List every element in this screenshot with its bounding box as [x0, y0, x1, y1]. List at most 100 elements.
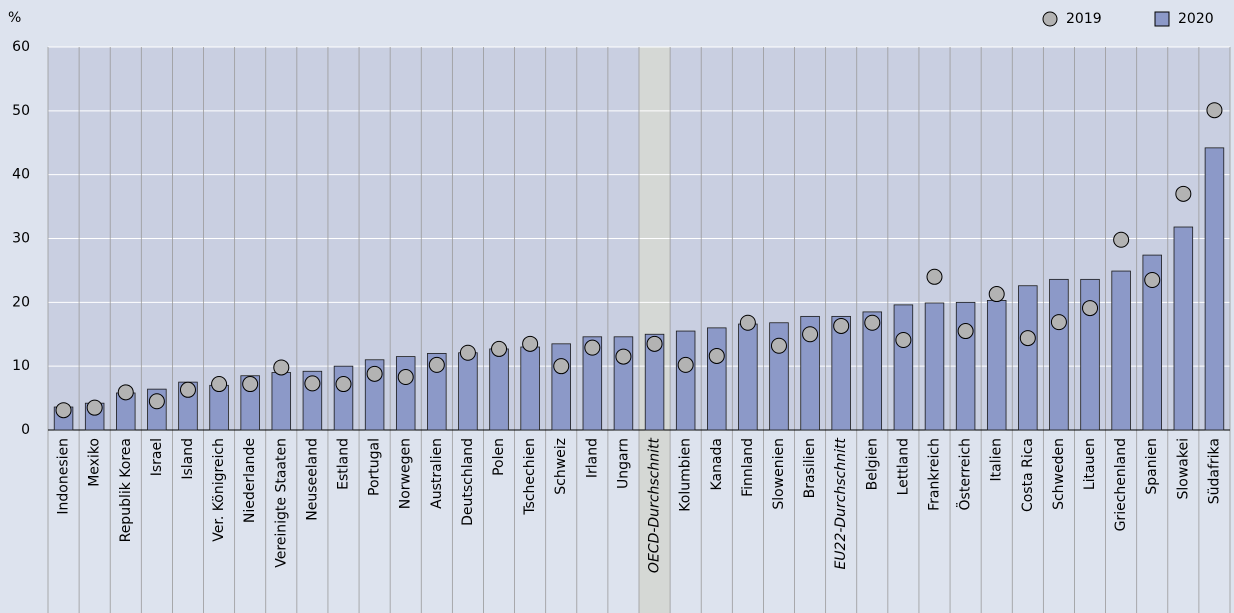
x-tick-label: Kanada [709, 438, 725, 490]
dot [957, 323, 974, 340]
x-tick-label: Slowakei [1175, 438, 1191, 499]
x-tick-label: Südafrika [1206, 438, 1222, 504]
bar [1204, 147, 1225, 431]
dot [802, 326, 819, 343]
x-tick-label: Spanien [1144, 438, 1160, 495]
x-tick-label: Deutschland [460, 438, 476, 526]
bar [986, 300, 1007, 431]
y-tick-label: 50 [12, 103, 30, 119]
x-tick-label: Niederlande [242, 438, 258, 523]
y-tick-label: 0 [21, 422, 30, 438]
dot [553, 358, 570, 375]
dot [895, 331, 912, 348]
bar [551, 343, 571, 431]
bar [893, 304, 914, 431]
dot [459, 344, 476, 361]
x-tick-label: Neuseeland [304, 438, 320, 521]
legend-swatch [1154, 11, 1170, 27]
dot [55, 402, 72, 419]
legend-swatch [1042, 11, 1058, 27]
x-tick-label: Litauen [1082, 438, 1098, 490]
bar [427, 352, 447, 431]
dot [304, 375, 321, 392]
x-tick-label: Mexiko [87, 438, 103, 487]
x-tick-label: Ver. Königreich [211, 438, 227, 542]
x-tick-label: Republik Korea [118, 438, 134, 542]
bar [1173, 226, 1194, 431]
dot [86, 399, 103, 416]
bar [458, 352, 478, 431]
x-tick-label: Australien [429, 438, 445, 509]
x-tick-label: Brasilien [802, 438, 818, 498]
x-tick-label: Finnland [740, 438, 756, 497]
dot [708, 347, 725, 364]
x-tick-label: Estland [336, 438, 352, 490]
dot [864, 314, 881, 331]
dot [273, 359, 290, 376]
x-tick-label: Island [180, 438, 196, 480]
x-tick-label: OECD-Durchschnitt [647, 437, 663, 573]
dot [179, 381, 196, 398]
dot [428, 356, 445, 373]
bar [738, 323, 758, 431]
dot [677, 356, 694, 373]
x-tick-label: Frankreich [927, 438, 943, 511]
dot [1144, 271, 1161, 288]
x-tick-label: Irland [584, 438, 600, 478]
dot [988, 286, 1005, 303]
bar [862, 311, 883, 431]
dot [1113, 231, 1130, 248]
dot [117, 384, 134, 401]
y-tick-label: 30 [12, 231, 30, 247]
x-tick-label: Kolumbien [678, 438, 694, 512]
dot [242, 376, 259, 393]
x-tick-label: Vereinigte Staaten [273, 438, 289, 568]
dot [584, 339, 601, 356]
x-tick-label: Polen [491, 438, 507, 476]
y-tick-label: 10 [12, 358, 30, 374]
x-tick-label: Lettland [895, 438, 911, 495]
x-tick-label: Belgien [864, 438, 880, 490]
dot [1019, 330, 1036, 347]
dot [1175, 185, 1192, 202]
bar [955, 301, 976, 431]
dot [739, 314, 756, 331]
dot [1050, 314, 1067, 331]
bar [520, 346, 540, 431]
x-tick-label: Slowenien [771, 438, 787, 510]
bar [395, 356, 416, 431]
dot [211, 376, 228, 393]
dot [1206, 102, 1223, 119]
dot [397, 369, 414, 386]
bar [582, 336, 603, 431]
bar [831, 315, 851, 431]
x-tick-label: Schweden [1051, 438, 1067, 510]
dot [926, 268, 943, 285]
bar [1049, 278, 1069, 431]
x-tick-label: Portugal [367, 438, 383, 496]
bar [271, 372, 292, 431]
bar [644, 333, 665, 431]
dot [615, 348, 632, 365]
y-tick-label: 20 [12, 294, 30, 310]
dot [491, 340, 508, 357]
dot [1082, 300, 1099, 317]
x-tick-label: Norwegen [398, 438, 414, 509]
x-tick-label: Israel [149, 438, 165, 476]
x-tick-label: Costa Rica [1020, 438, 1036, 512]
bar [1080, 278, 1100, 431]
bar [1018, 285, 1038, 431]
bar [800, 315, 820, 431]
x-tick-label: Schweiz [553, 438, 569, 495]
bar [924, 302, 945, 431]
dot [646, 335, 663, 352]
dot [148, 393, 165, 410]
x-tick-label: EU22-Durchschnitt [833, 437, 849, 569]
bar [333, 365, 354, 431]
bar [489, 348, 509, 431]
x-tick-label: Indonesien [56, 438, 72, 515]
dot [833, 317, 850, 334]
legend-label: 2020 [1178, 11, 1214, 27]
